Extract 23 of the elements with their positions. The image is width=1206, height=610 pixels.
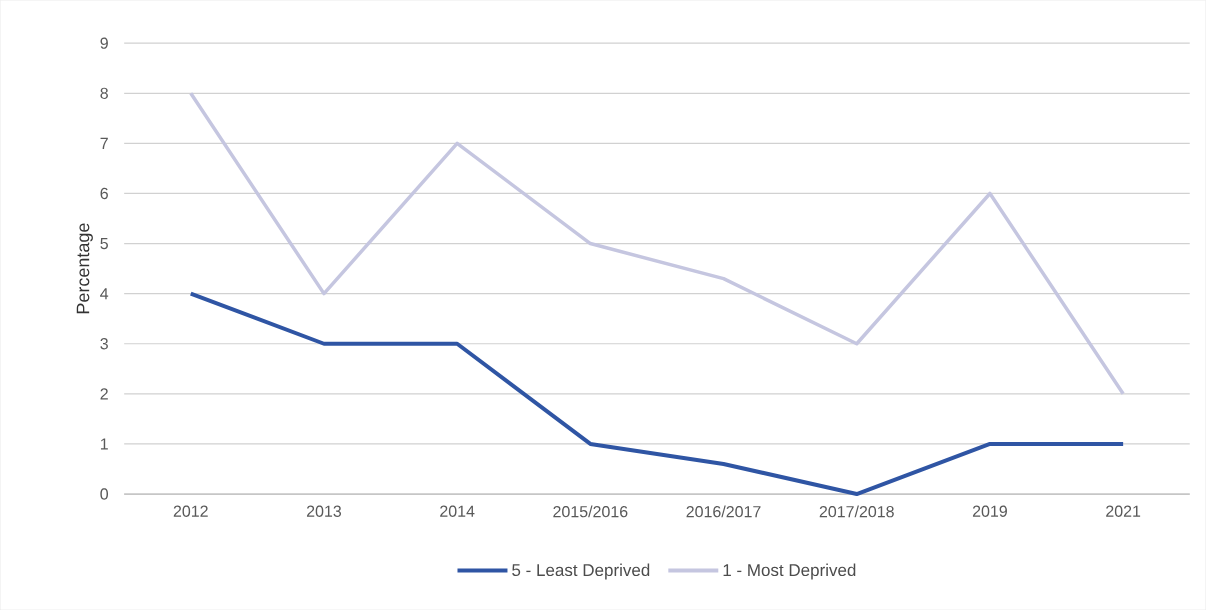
x-tick-label: 2017/2018 <box>819 505 894 518</box>
y-tick-label: 5 <box>100 237 108 250</box>
x-tick-label: 2012 <box>173 505 208 517</box>
x-tick-label: 2021 <box>1106 505 1141 517</box>
y-tick-label: 0 <box>100 488 109 500</box>
y-tick-label: 8 <box>100 87 108 99</box>
x-tick-label: 2014 <box>440 505 475 517</box>
y-axis-title: Percentage <box>76 223 93 314</box>
x-tick-label: 2019 <box>972 505 1007 517</box>
y-tick-label: 4 <box>100 288 109 300</box>
y-tick-label: 3 <box>100 338 108 350</box>
y-tick-label: 7 <box>100 137 108 149</box>
legend-label: 1 - Most Deprived <box>723 563 856 580</box>
y-tick-label: 1 <box>100 438 108 450</box>
y-tick-label: 9 <box>100 37 108 49</box>
line-series <box>188 291 1126 496</box>
y-tick-label: 2 <box>100 388 108 400</box>
line-series <box>189 91 1125 396</box>
x-tick-label: 2013 <box>306 505 342 517</box>
x-tick-label: 2015/2016 <box>553 505 628 518</box>
x-tick-label: 2016/2017 <box>686 505 761 518</box>
y-tick-label: 6 <box>100 187 108 200</box>
legend-label: 5 - Least Deprived <box>512 563 650 580</box>
